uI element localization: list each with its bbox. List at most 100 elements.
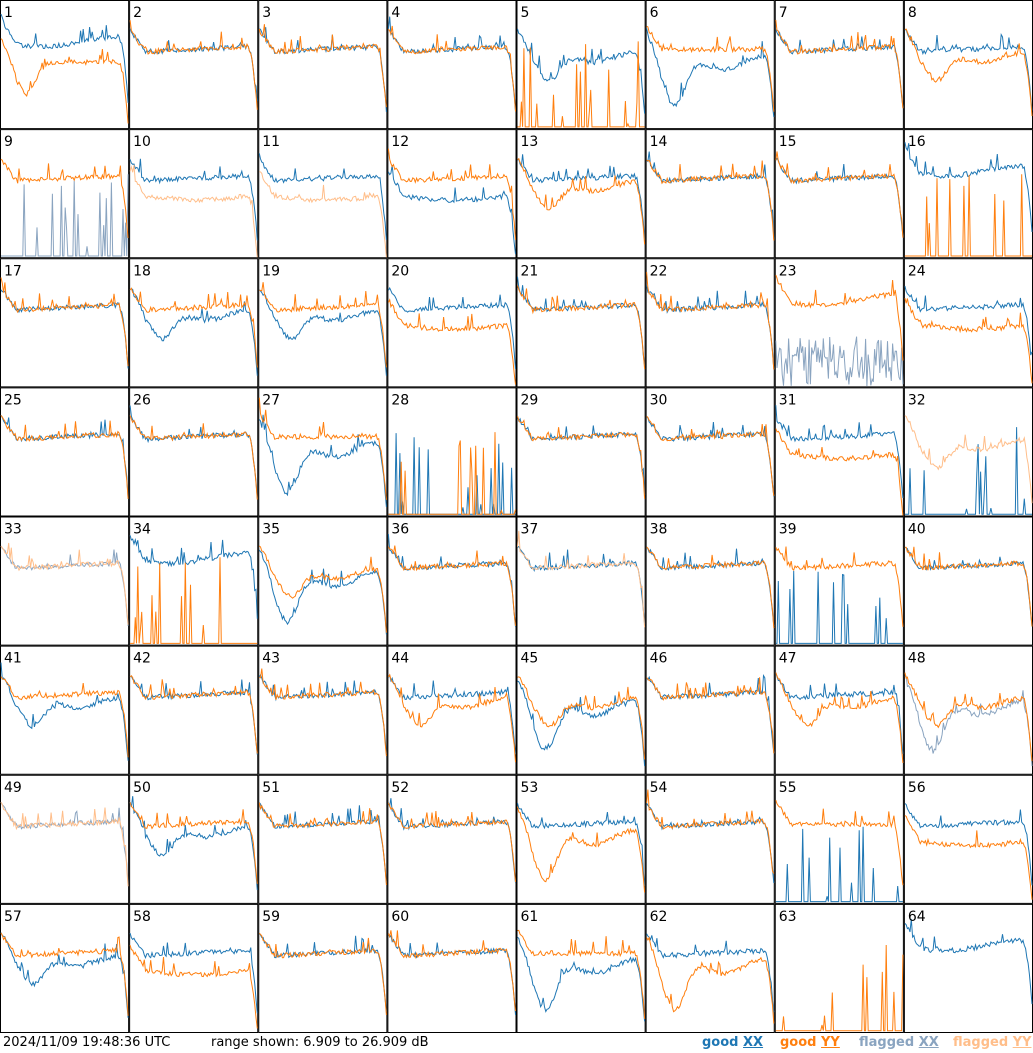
- panel-50: 50: [129, 774, 259, 904]
- panel-frame: [387, 903, 517, 1033]
- series-good-yy: [387, 25, 516, 112]
- panel-label: 26: [133, 392, 151, 408]
- panel-label: 19: [262, 263, 280, 279]
- panel-label: 32: [908, 392, 926, 408]
- panel-26: 26: [129, 387, 259, 517]
- panel-label: 41: [4, 651, 22, 667]
- panel-60: 60: [387, 903, 517, 1033]
- panel-label: 55: [779, 780, 797, 796]
- legend-good-xx-pol: XX: [743, 1035, 764, 1050]
- panel-label: 57: [4, 909, 22, 925]
- series-good-xx: [517, 936, 646, 1022]
- panel-23: 23: [774, 258, 904, 388]
- panel-15: 15: [774, 129, 904, 259]
- panel-label: 62: [650, 909, 668, 925]
- panel-frame: [645, 774, 775, 904]
- panel-58: 58: [129, 903, 259, 1033]
- panel-label: 49: [4, 780, 22, 796]
- series-good-xx: [646, 285, 775, 370]
- panel-54: 54: [645, 774, 775, 904]
- panel-frame: [0, 903, 130, 1033]
- series-good-yy: [517, 41, 645, 128]
- series-good-yy: [775, 546, 904, 627]
- series-good-yy: [517, 285, 646, 370]
- panel-label: 50: [133, 780, 151, 796]
- panel-19: 19: [258, 258, 388, 388]
- series-good-yy: [0, 38, 129, 124]
- panel-31: 31: [774, 387, 904, 517]
- series-good-yy: [517, 415, 646, 499]
- series-good-xx: [0, 13, 129, 103]
- panel-7: 7: [774, 0, 904, 130]
- panel-frame: [516, 387, 646, 517]
- panel-frame: [0, 645, 130, 775]
- panel-37: 37: [516, 516, 646, 646]
- panel-label: 61: [521, 909, 539, 925]
- panel-20: 20: [387, 258, 517, 388]
- panel-1: 1: [0, 0, 130, 130]
- series-good-yy: [517, 157, 646, 245]
- panel-frame: [387, 645, 517, 775]
- panel-frame: [774, 129, 904, 259]
- series-good-xx: [129, 796, 258, 891]
- panel-frame: [258, 903, 388, 1033]
- series-good-xx: [775, 570, 903, 644]
- series-good-yy: [258, 397, 387, 500]
- series-good-yy: [0, 415, 129, 499]
- panel-52: 52: [387, 774, 517, 904]
- legend-flagged-yy-label: flagged: [953, 1035, 1009, 1050]
- panel-label: 9: [4, 134, 13, 150]
- panel-frame: [0, 258, 130, 388]
- panel-46: 46: [645, 645, 775, 775]
- panel-frame: [0, 516, 130, 646]
- series-good-xx: [258, 932, 387, 1012]
- series-good-xx: [129, 535, 258, 619]
- series-good-yy: [387, 802, 516, 882]
- panel-frame: [774, 0, 904, 130]
- series-good-xx: [387, 286, 516, 370]
- series-flagged-yy: [129, 165, 258, 258]
- panel-label: 39: [779, 522, 797, 538]
- series-good-xx: [258, 289, 387, 376]
- panel-25: 25: [0, 387, 130, 517]
- range-label: range shown: 6.909 to 26.909 dB: [211, 1035, 429, 1050]
- panel-4: 4: [387, 0, 517, 130]
- panel-label: 36: [391, 522, 409, 538]
- series-flagged-yy: [0, 542, 129, 625]
- series-good-yy: [258, 932, 387, 1015]
- legend-flagged-xx-pol: XX: [918, 1035, 939, 1050]
- panel-frame: [516, 258, 646, 388]
- series-good-yy: [0, 932, 129, 1016]
- panel-label: 1: [4, 5, 13, 21]
- series-good-yy: [0, 676, 129, 758]
- panel-44: 44: [387, 645, 517, 775]
- series-good-xx: [387, 164, 516, 255]
- series-good-xx: [258, 673, 387, 754]
- series-good-xx: [904, 285, 1033, 356]
- panel-frame: [387, 0, 517, 130]
- panel-label: 35: [262, 522, 280, 538]
- panel-frame: [129, 387, 259, 517]
- panel-24: 24: [903, 258, 1033, 388]
- series-good-xx: [258, 549, 387, 635]
- panel-frame: [129, 0, 259, 130]
- panel-frame: [645, 645, 775, 775]
- panel-16: 16: [903, 129, 1033, 259]
- series-good-xx: [517, 154, 646, 240]
- series-good-xx: [904, 803, 1033, 886]
- series-good-yy: [646, 936, 775, 1024]
- timestamp: 2024/11/09 19:48:36 UTC: [3, 1035, 171, 1050]
- panel-9: 9: [0, 129, 130, 259]
- panel-label: 20: [391, 263, 409, 279]
- series-good-yy: [904, 174, 1032, 257]
- panel-label: 59: [262, 909, 280, 925]
- series-flagged-yy: [259, 171, 387, 258]
- series-good-xx: [129, 932, 258, 1014]
- series-good-xx: [129, 158, 258, 241]
- panel-label: 51: [262, 780, 280, 796]
- series-good-yy: [646, 25, 775, 112]
- panel-label: 10: [133, 134, 151, 150]
- series-good-yy: [775, 944, 904, 1032]
- panel-frame: [258, 0, 388, 130]
- panel-51: 51: [258, 774, 388, 904]
